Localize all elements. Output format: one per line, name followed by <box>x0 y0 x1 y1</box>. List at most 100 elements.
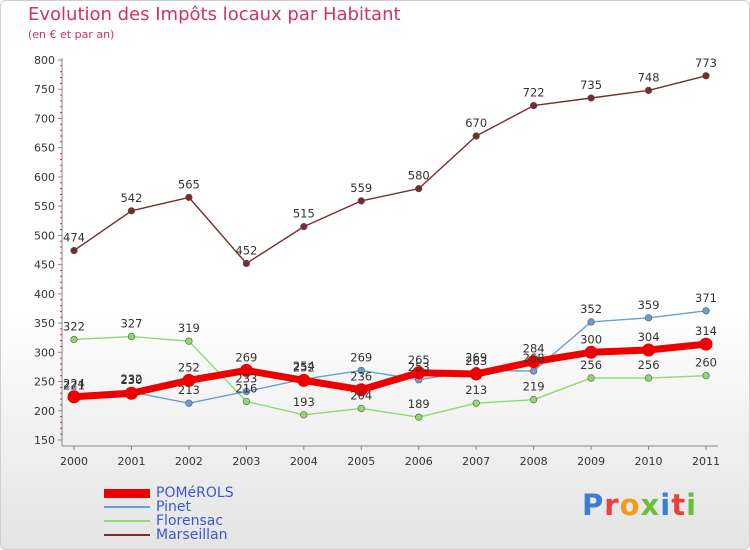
data-point-marseillan <box>415 185 423 193</box>
proxiti-logo: Proxiti <box>582 488 698 522</box>
y-tick-label: 400 <box>34 288 55 301</box>
data-label-florensac: 256 <box>638 358 660 372</box>
legend-item-pinet: Pinet <box>104 499 191 515</box>
data-point-florensac <box>242 397 250 406</box>
data-label-marseillan: 722 <box>523 86 545 100</box>
data-label-florensac: 260 <box>695 356 717 370</box>
data-point-pomérols <box>354 383 368 397</box>
data-label-pomérols: 252 <box>293 360 315 374</box>
data-label-pinet: 269 <box>350 350 372 364</box>
data-label-pomérols: 224 <box>63 377 85 391</box>
data-point-pomérols <box>297 373 311 387</box>
data-point-florensac <box>644 374 653 382</box>
data-point-florensac <box>70 335 78 344</box>
data-label-marseillan: 515 <box>293 207 315 221</box>
data-point-marseillan <box>357 197 365 205</box>
data-label-pinet: 233 <box>235 371 257 385</box>
chart-title: Evolution des Impôts locaux par Habitant <box>28 4 401 25</box>
x-tick-label: 2004 <box>290 455 318 468</box>
data-point-pomérols <box>642 343 656 357</box>
y-tick-label: 600 <box>34 171 55 184</box>
data-label-florensac: 322 <box>63 319 85 333</box>
data-label-pinet: 269 <box>465 350 487 364</box>
y-tick-label: 650 <box>34 142 55 155</box>
legend-swatch <box>104 520 150 522</box>
data-point-marseillan <box>530 101 538 110</box>
data-point-florensac <box>587 374 595 382</box>
data-point-pinet <box>587 318 595 326</box>
data-point-pomérols <box>699 337 713 351</box>
data-label-pomérols: 230 <box>120 373 142 387</box>
data-point-pomérols <box>67 390 81 404</box>
series-line-pomérols <box>73 340 707 401</box>
data-label-florensac: 204 <box>350 388 372 402</box>
data-point-pinet <box>242 387 250 396</box>
data-label-pomérols: 236 <box>350 370 372 384</box>
data-point-pinet <box>185 399 193 407</box>
data-point-florensac <box>127 332 136 341</box>
x-tick-label: 2002 <box>175 455 203 468</box>
data-point-pomérols <box>239 363 253 377</box>
data-label-marseillan: 735 <box>580 78 602 92</box>
data-point-florensac <box>415 413 423 421</box>
data-label-marseillan: 565 <box>178 177 200 191</box>
data-point-pomérols <box>182 373 196 387</box>
data-point-marseillan <box>644 86 653 94</box>
data-point-florensac <box>702 372 710 380</box>
data-label-pomérols: 265 <box>408 353 430 367</box>
data-label-florensac: 189 <box>408 397 430 411</box>
data-label-marseillan: 559 <box>350 181 372 195</box>
x-tick-label: 2010 <box>635 455 663 468</box>
y-tick-label: 500 <box>34 229 55 242</box>
legend-label: POMéROLS <box>156 485 234 501</box>
x-tick-label: 2009 <box>577 455 605 468</box>
legend-label: Marseillan <box>156 527 228 543</box>
data-label-pomérols: 284 <box>523 342 545 356</box>
data-point-pomérols <box>469 367 483 381</box>
data-point-marseillan <box>242 259 250 268</box>
data-label-marseillan: 580 <box>408 169 430 183</box>
legend-swatch <box>104 506 150 508</box>
data-label-marseillan: 748 <box>638 70 660 84</box>
y-tick-label: 550 <box>34 200 55 213</box>
data-point-florensac <box>357 404 365 413</box>
series-line-florensac <box>73 335 707 418</box>
x-tick-label: 2011 <box>692 455 720 468</box>
data-label-pinet: 268 <box>523 351 545 365</box>
data-label-pomérols: 304 <box>638 330 660 344</box>
data-label-florensac: 319 <box>178 321 200 335</box>
data-label-pomérols: 263 <box>465 354 487 368</box>
data-label-florensac: 327 <box>120 317 142 331</box>
data-label-florensac: 213 <box>465 383 487 397</box>
data-label-pinet: 253 <box>408 360 430 374</box>
x-tick-label: 2008 <box>520 455 548 468</box>
data-point-pinet <box>644 314 653 322</box>
y-tick-label: 250 <box>34 376 55 389</box>
data-label-pomérols: 314 <box>695 324 717 338</box>
data-point-marseillan <box>70 246 78 255</box>
data-label-pinet: 254 <box>293 359 315 373</box>
legend-label: Florensac <box>156 513 224 529</box>
y-tick-label: 300 <box>34 346 55 359</box>
y-tick-label: 200 <box>34 405 55 418</box>
data-point-florensac <box>472 399 480 407</box>
data-label-pinet: 213 <box>178 383 200 397</box>
data-point-pinet <box>530 367 538 375</box>
data-point-pomérols <box>124 386 138 400</box>
y-tick-label: 350 <box>34 317 55 330</box>
y-tick-label: 700 <box>34 112 55 125</box>
data-label-marseillan: 670 <box>465 116 487 130</box>
data-label-pinet: 352 <box>580 302 602 316</box>
data-point-marseillan <box>472 132 480 140</box>
data-label-pomérols: 300 <box>580 332 602 346</box>
y-tick-label: 750 <box>34 83 55 96</box>
data-label-pinet: 221 <box>63 378 85 392</box>
data-label-marseillan: 542 <box>120 191 142 205</box>
series-line-pinet <box>73 310 707 404</box>
series-line-marseillan <box>73 75 707 265</box>
y-tick-label: 800 <box>34 54 55 67</box>
x-tick-label: 2007 <box>462 455 490 468</box>
x-tick-label: 2003 <box>232 455 260 468</box>
